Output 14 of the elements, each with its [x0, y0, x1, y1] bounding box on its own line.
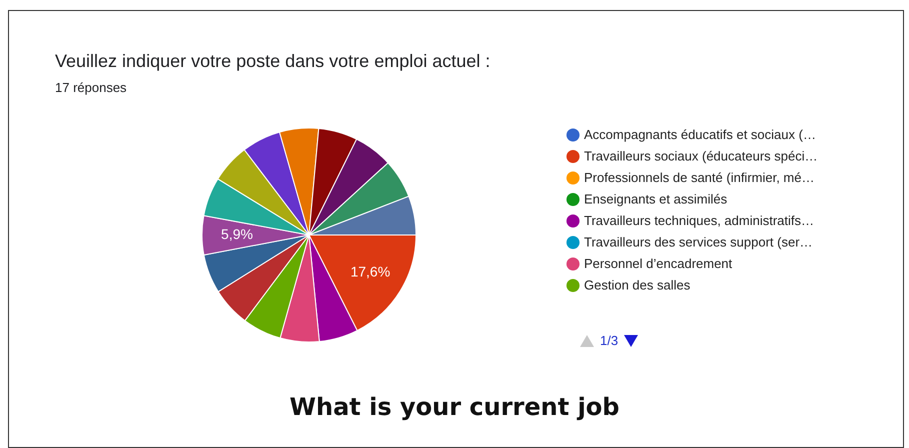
chart-title: Veuillez indiquer votre poste dans votre emploi actuel :: [55, 51, 490, 72]
text: What is your current job: [288, 393, 620, 421]
legend-label: Personnel d’encadrement: [584, 256, 733, 271]
legend-label: Travailleurs sociaux (éducateurs spéci…: [584, 148, 818, 164]
legend-label: Enseignants et assimilés: [584, 192, 728, 206]
legend-label: Travailleurs des services support (ser…: [584, 234, 813, 250]
text: 1/3: [600, 333, 618, 348]
legend-label: Gestion des salles: [584, 278, 691, 292]
legend-label: Professionnels de santé (infirmier, mé…: [584, 170, 814, 185]
legend-label: Travailleurs techniques, administratifs…: [584, 213, 814, 228]
legend-label: Accompagnants éducatifs et sociaux (…: [584, 127, 816, 142]
data-label: 5,9%: [221, 226, 253, 242]
text: 17 réponses: [55, 80, 127, 95]
data-label: 17,6%: [350, 264, 390, 280]
